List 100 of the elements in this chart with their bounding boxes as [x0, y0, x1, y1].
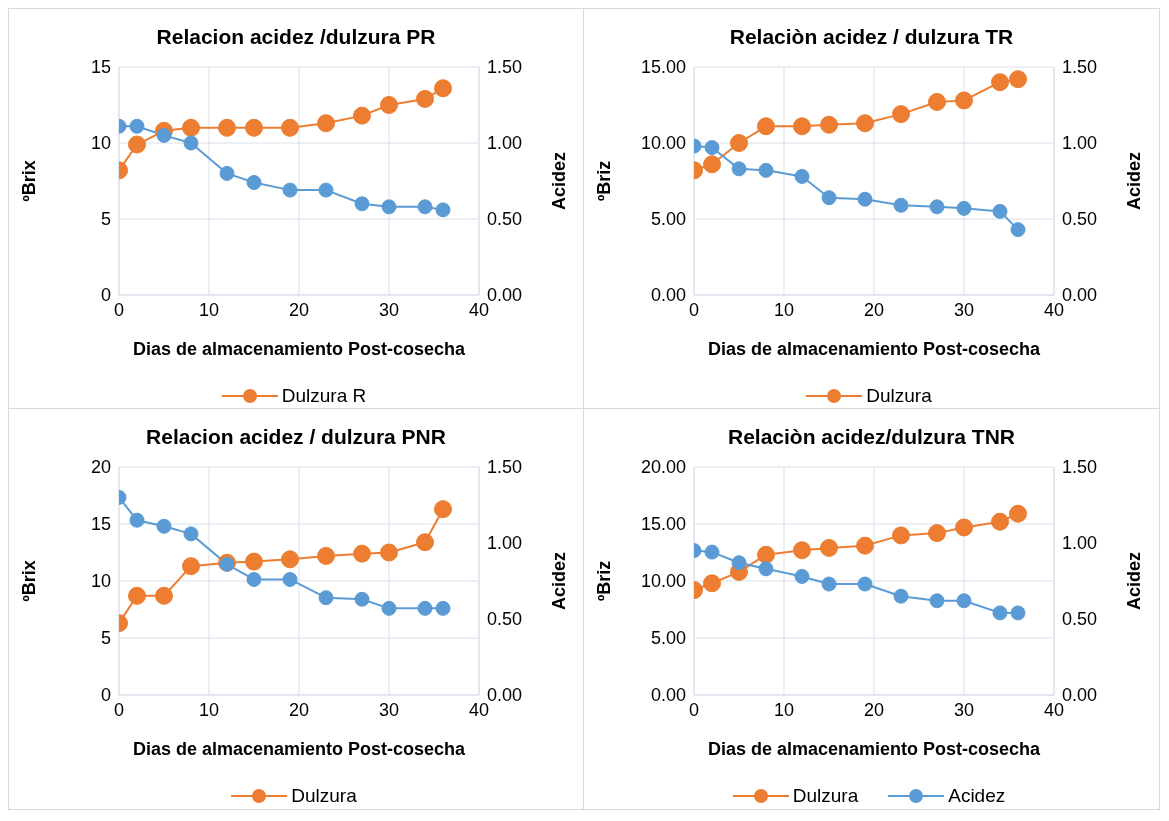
y2-axis-title: Acidez: [549, 151, 570, 211]
point: [929, 199, 945, 215]
chart-title: Relaciòn acidez/dulzura TNR: [726, 424, 1017, 450]
point: [820, 538, 838, 557]
point: [857, 576, 873, 592]
x-tick-label: 10: [773, 299, 795, 320]
point: [380, 543, 398, 562]
y2-tick-label: 0.00: [487, 285, 523, 306]
x-tick-label: 30: [378, 299, 400, 320]
y-tick-label: 10.00: [640, 571, 686, 592]
y-tick-label: 10: [90, 571, 111, 592]
point: [318, 590, 334, 606]
point: [821, 576, 837, 592]
x-tick-label: 30: [953, 699, 975, 720]
point: [434, 79, 452, 98]
y2-tick-label: 1.50: [487, 457, 523, 478]
point: [856, 536, 874, 555]
y2-axis-title: Acidez: [549, 551, 570, 611]
point: [991, 512, 1009, 531]
point: [704, 544, 720, 560]
point: [156, 127, 172, 143]
point: [856, 114, 874, 133]
y-axis-title: ºBriz: [594, 560, 615, 602]
point: [417, 199, 433, 215]
y-axis-title: ºBrix: [19, 160, 40, 202]
y2-tick-label: 0.00: [487, 685, 523, 706]
point: [435, 600, 451, 616]
legend-label: Dulzura: [290, 785, 357, 807]
y2-tick-label: 1.50: [487, 57, 523, 78]
point: [317, 546, 335, 565]
point: [128, 586, 146, 605]
y2-axis-title: Acidez: [1124, 551, 1145, 611]
y2-tick-label: 0.00: [1062, 285, 1098, 306]
x-tick-label: 20: [863, 299, 885, 320]
point: [182, 557, 200, 576]
point: [731, 161, 747, 177]
point: [1009, 70, 1027, 89]
y-tick-label: 0: [100, 285, 111, 306]
point: [380, 96, 398, 114]
point: [381, 199, 397, 215]
point: [282, 571, 298, 587]
point: [354, 196, 370, 212]
y2-tick-label: 0.50: [487, 209, 523, 230]
point: [353, 544, 371, 563]
y-tick-label: 20: [90, 457, 111, 478]
y-tick-label: 0.00: [650, 285, 686, 306]
point: [928, 524, 946, 543]
point: [955, 91, 973, 110]
legend-label: Acidez: [947, 785, 1006, 807]
x-tick-label: 10: [198, 299, 220, 320]
point: [758, 561, 774, 577]
chart-title: Relacion acidez /dulzura PR: [155, 24, 437, 50]
x-axis-title: Dias de almacenamiento Post-cosecha: [132, 339, 467, 359]
point: [928, 92, 946, 111]
x-tick-label: 10: [198, 699, 220, 720]
point: [704, 140, 720, 156]
point: [1009, 504, 1027, 523]
legend-label: Dulzura: [791, 785, 859, 807]
x-tick-label: 40: [1043, 699, 1065, 720]
point: [246, 571, 262, 587]
point: [245, 552, 263, 571]
point: [435, 202, 451, 218]
x-tick-label: 30: [953, 299, 975, 320]
point: [992, 605, 1008, 621]
y-tick-label: 0.00: [650, 685, 686, 706]
y-tick-label: 15: [90, 514, 111, 535]
point: [731, 555, 747, 571]
point: [381, 600, 397, 616]
y2-tick-label: 0.50: [1062, 609, 1098, 630]
y-tick-label: 15: [90, 57, 111, 78]
y2-axis-title: Acidez: [1124, 151, 1145, 211]
point: [183, 526, 199, 542]
point: [218, 118, 236, 137]
point: [892, 526, 910, 545]
point: [417, 600, 433, 616]
point: [281, 118, 299, 137]
point: [317, 114, 335, 133]
y-tick-label: 10: [90, 133, 111, 154]
x-tick-label: 30: [378, 699, 400, 720]
point: [246, 175, 262, 191]
point: [282, 182, 298, 198]
y-tick-label: 5: [100, 628, 111, 649]
x-tick-label: 40: [468, 699, 490, 720]
point: [820, 115, 838, 134]
y2-tick-label: 1.00: [1062, 533, 1098, 554]
point: [353, 106, 371, 125]
x-tick-label: 20: [288, 699, 310, 720]
y2-tick-label: 0.50: [487, 609, 523, 630]
point: [318, 182, 334, 198]
point: [219, 165, 235, 181]
legend-label: Dulzura R: [280, 385, 367, 407]
y-tick-label: 15.00: [640, 514, 686, 535]
y2-tick-label: 1.50: [1062, 457, 1098, 478]
x-tick-label: 0: [113, 699, 125, 720]
y-tick-label: 10.00: [640, 133, 686, 154]
x-tick-label: 0: [113, 299, 125, 320]
point: [992, 203, 1008, 219]
point: [183, 135, 199, 151]
y2-tick-label: 1.00: [487, 133, 523, 154]
point: [416, 533, 434, 552]
